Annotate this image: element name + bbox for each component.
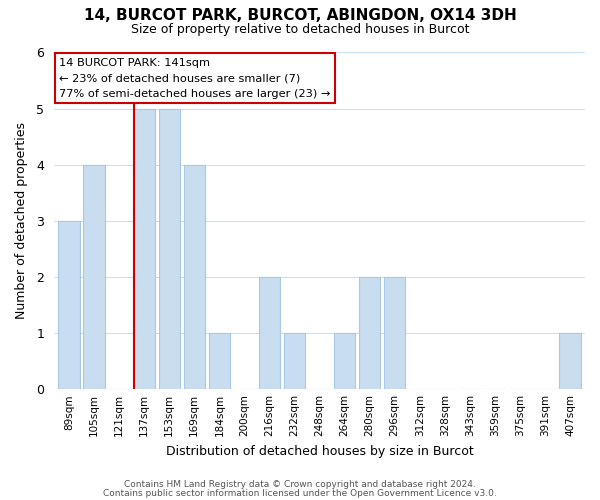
Bar xyxy=(134,108,155,389)
Bar xyxy=(184,164,205,389)
Bar xyxy=(384,277,406,389)
Bar xyxy=(58,221,80,389)
Bar xyxy=(359,277,380,389)
Text: Contains public sector information licensed under the Open Government Licence v3: Contains public sector information licen… xyxy=(103,489,497,498)
Bar xyxy=(83,164,105,389)
Text: Contains HM Land Registry data © Crown copyright and database right 2024.: Contains HM Land Registry data © Crown c… xyxy=(124,480,476,489)
Text: 14 BURCOT PARK: 141sqm
← 23% of detached houses are smaller (7)
77% of semi-deta: 14 BURCOT PARK: 141sqm ← 23% of detached… xyxy=(59,58,331,99)
X-axis label: Distribution of detached houses by size in Burcot: Distribution of detached houses by size … xyxy=(166,444,473,458)
Bar xyxy=(259,277,280,389)
Text: Size of property relative to detached houses in Burcot: Size of property relative to detached ho… xyxy=(131,22,469,36)
Text: 14, BURCOT PARK, BURCOT, ABINGDON, OX14 3DH: 14, BURCOT PARK, BURCOT, ABINGDON, OX14 … xyxy=(83,8,517,22)
Y-axis label: Number of detached properties: Number of detached properties xyxy=(15,122,28,320)
Bar xyxy=(334,333,355,389)
Bar xyxy=(158,108,180,389)
Bar xyxy=(559,333,581,389)
Bar xyxy=(209,333,230,389)
Bar xyxy=(284,333,305,389)
